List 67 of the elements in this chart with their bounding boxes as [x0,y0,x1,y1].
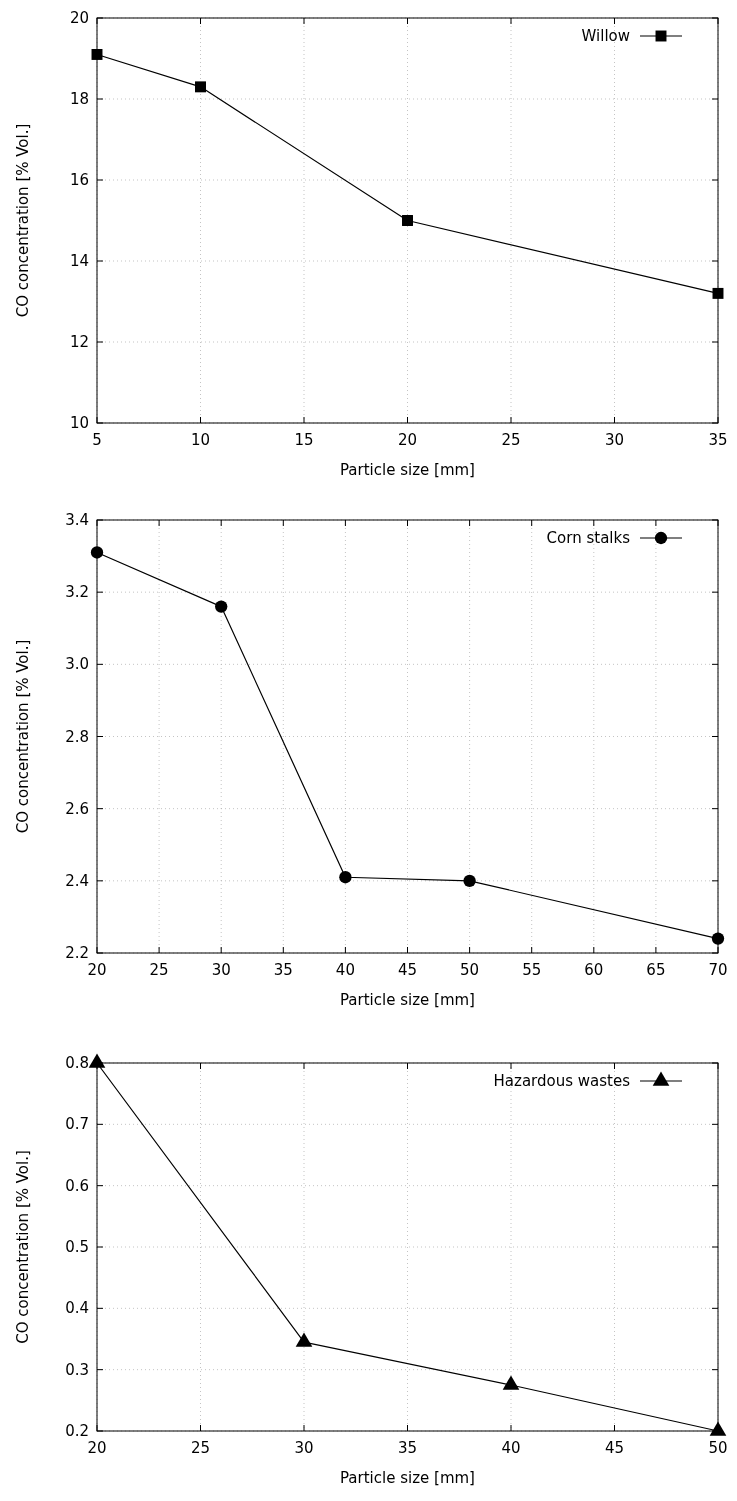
point [91,48,103,60]
x-tick-label: 30 [604,431,625,449]
x-tick-label: 65 [646,961,666,979]
y-tick-label: 0.5 [65,1238,89,1256]
legend-label: Hazardous wastes [493,1072,631,1090]
point [709,1421,727,1436]
y-tick-label: 3.2 [65,583,89,602]
y-tick-label: 2.8 [65,727,89,746]
x-axis-title: Particle size [mm] [340,461,475,479]
y-tick-label: 10 [69,414,89,432]
x-tick-label: 25 [501,431,521,449]
y-tick-label: 0.7 [65,1115,89,1134]
y-tick-label: 0.6 [65,1176,89,1195]
x-tick-label: 55 [522,961,542,979]
y-axis-title: CO concentration [% Vol.] [14,639,32,834]
y-tick-label: 12 [69,333,89,351]
point [402,215,413,226]
x-axis-title: Particle size [mm] [340,991,475,1009]
y-tick-label: 3.4 [65,511,89,529]
y-tick-label: 2.6 [65,799,89,818]
x-tick-label: 30 [211,961,231,979]
y-tick-label: 0.4 [65,1299,89,1318]
x-tick-label: 20 [397,431,418,449]
x-axis-title: Particle size [mm] [340,1469,475,1487]
point [712,287,724,299]
x-tick-label: 40 [335,961,355,979]
y-tick-label: 0.8 [65,1054,89,1072]
x-tick-label: 40 [501,1439,521,1457]
point [339,871,352,884]
x-tick-label: 20 [87,1439,107,1457]
point [90,546,104,559]
y-tick-label: 3.0 [65,655,89,674]
point [195,81,206,93]
y-axis-title: CO concentration [% Vol.] [14,1150,32,1344]
x-tick-label: 15 [294,431,314,449]
point [463,874,476,887]
point [215,600,228,613]
y-tick-label: 14 [69,252,89,270]
x-tick-label: 70 [708,961,728,979]
x-tick-label: 35 [397,1439,418,1457]
x-tick-label: 30 [294,1439,314,1457]
point [295,1332,313,1347]
x-tick-label: 20 [87,961,107,979]
y-tick-label: 2.2 [65,944,89,962]
x-tick-label: 35 [273,961,293,979]
y-tick-label: 20 [69,9,89,27]
y-tick-label: 0.2 [65,1422,89,1440]
x-tick-label: 50 [460,961,480,979]
legend-label: Corn stalks [546,529,631,547]
point [502,1375,520,1390]
x-tick-label: 45 [397,961,418,979]
x-tick-label: 5 [92,431,102,449]
x-tick-label: 35 [708,431,728,449]
y-tick-label: 0.3 [65,1360,89,1379]
point [711,932,725,945]
y-tick-label: 18 [69,90,89,108]
y-axis-title: CO concentration [% Vol.] [14,123,32,318]
legend-label: Willow [581,27,630,45]
x-tick-label: 60 [584,961,604,979]
x-tick-label: 10 [190,431,211,449]
x-tick-label: 25 [190,1439,211,1457]
x-tick-label: 45 [604,1439,625,1457]
x-tick-label: 25 [149,961,169,979]
y-tick-label: 16 [69,171,89,189]
point [88,1053,106,1068]
y-tick-label: 2.4 [65,871,89,890]
x-tick-label: 50 [708,1439,728,1457]
